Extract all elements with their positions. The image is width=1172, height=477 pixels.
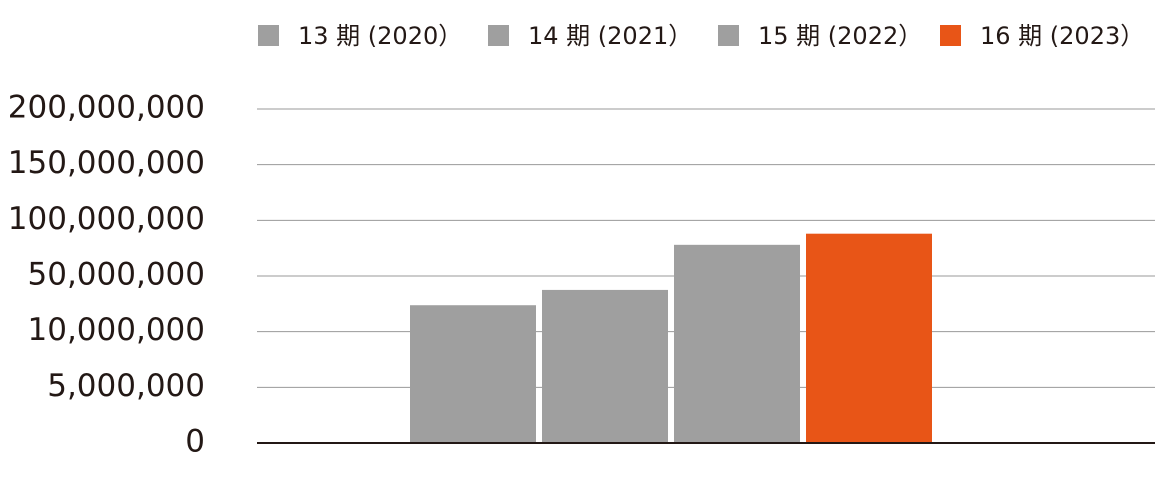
- legend-label: 14 期 (2021）: [528, 22, 692, 50]
- y-tick-label: 100,000,000: [8, 201, 205, 237]
- y-tick-label: 10,000,000: [28, 312, 206, 348]
- legend-label: 13 期 (2020）: [298, 22, 462, 50]
- y-tick-label: 50,000,000: [28, 257, 206, 293]
- legend-swatch: [488, 25, 509, 46]
- y-tick-label: 5,000,000: [47, 368, 205, 404]
- legend-swatch: [940, 25, 961, 46]
- bar: [806, 233, 932, 443]
- legend-label: 15 期 (2022）: [758, 22, 922, 50]
- legend-swatch: [718, 25, 739, 46]
- bar: [410, 305, 536, 443]
- bar: [542, 289, 668, 443]
- y-tick-label: 0: [185, 424, 205, 460]
- legend-label: 16 期 (2023）: [980, 22, 1144, 50]
- legend-swatch: [258, 25, 279, 46]
- y-tick-label: 200,000,000: [8, 90, 205, 126]
- bar: [674, 244, 800, 443]
- y-tick-label: 150,000,000: [8, 145, 205, 181]
